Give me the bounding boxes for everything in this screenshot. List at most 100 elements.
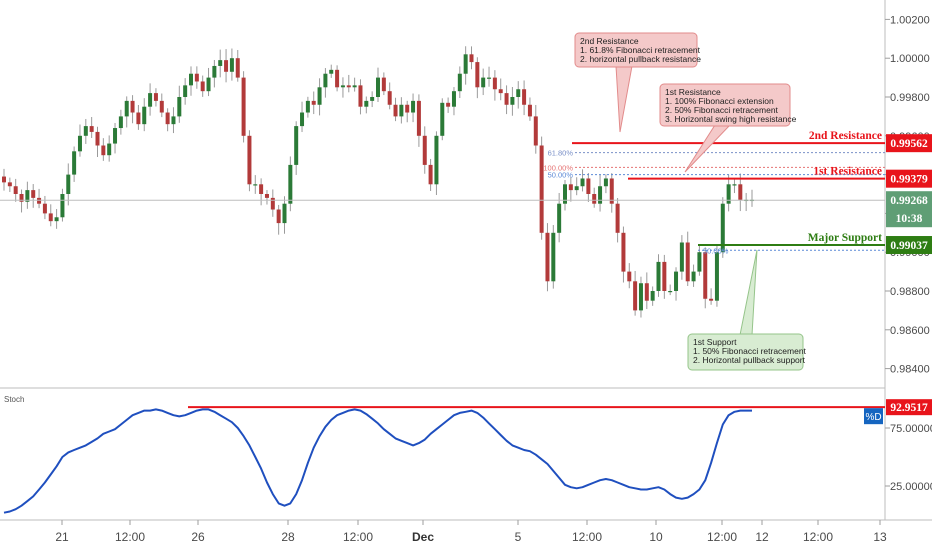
candle-body xyxy=(522,89,527,105)
candle-body xyxy=(446,102,451,107)
current-price-tag[interactable] xyxy=(886,191,932,228)
candle-body xyxy=(253,184,258,186)
candle-body xyxy=(48,213,53,222)
candle-body xyxy=(627,271,632,282)
candle-body xyxy=(276,209,281,224)
countdown-label: 10:38 xyxy=(896,213,923,225)
candle-body xyxy=(551,232,556,282)
level-price-label: 0.99562 xyxy=(890,138,928,150)
candle-body xyxy=(364,100,369,107)
candle-body xyxy=(300,112,305,127)
candle-body xyxy=(7,182,12,187)
candle-body xyxy=(183,85,188,97)
candle-body xyxy=(545,232,550,282)
candle-body xyxy=(703,252,708,299)
candle-body xyxy=(323,73,328,88)
candle-body xyxy=(77,135,82,152)
candle-body xyxy=(13,186,18,194)
candle-body xyxy=(720,203,725,253)
candle-body xyxy=(451,91,456,107)
candle-body xyxy=(615,203,620,233)
candle-body xyxy=(113,128,118,144)
level-name: 2nd Resistance xyxy=(809,130,882,142)
candle-body xyxy=(650,291,655,301)
callout-line: 1. 100% Fibonacci extension xyxy=(665,96,774,106)
candle-body xyxy=(574,186,579,191)
time-tick-label: 12 xyxy=(755,530,769,544)
level-price-label: 0.99379 xyxy=(890,174,928,186)
candle-body xyxy=(189,73,193,86)
time-tick-label: 13 xyxy=(873,530,887,544)
candle-body xyxy=(95,131,100,146)
price-tick-label: 0.98600 xyxy=(890,325,930,337)
candle-body xyxy=(732,184,737,186)
candle-body xyxy=(247,135,252,185)
candle-body xyxy=(358,85,363,107)
candle-body xyxy=(603,178,608,187)
candle-body xyxy=(329,69,334,74)
level-price-tag[interactable] xyxy=(886,134,932,153)
candle-body xyxy=(481,77,486,88)
candle-body xyxy=(533,116,538,146)
candle-body xyxy=(294,126,299,165)
candle-body xyxy=(235,58,240,78)
candle-body xyxy=(592,194,597,204)
candle-body xyxy=(335,69,340,88)
candle-body xyxy=(428,164,433,185)
candle-body xyxy=(107,143,112,156)
callout-box xyxy=(574,32,698,68)
candle-body xyxy=(212,65,217,78)
candle-body xyxy=(2,176,6,183)
candle-body xyxy=(457,73,462,92)
candle-body xyxy=(469,54,474,63)
candle-body xyxy=(136,112,141,125)
candle-body xyxy=(148,93,153,107)
candle-body xyxy=(609,178,614,204)
candle-body xyxy=(224,60,229,72)
candle-body xyxy=(726,184,731,204)
candle-body xyxy=(241,77,246,136)
candle-body xyxy=(492,77,497,90)
candle-body xyxy=(25,190,30,202)
candle-body xyxy=(393,104,398,117)
stoch-value-label: 92.9517 xyxy=(890,402,928,414)
candle-body xyxy=(118,116,123,129)
stoch-value-tag[interactable] xyxy=(886,399,932,416)
time-tick-label: 28 xyxy=(281,530,295,544)
level-price-tag[interactable] xyxy=(886,169,932,188)
candle-body xyxy=(317,87,322,105)
current-price-label: 0.99268 xyxy=(890,195,928,207)
candle-body xyxy=(66,174,71,194)
candle-body xyxy=(668,291,673,293)
candle-body xyxy=(124,100,129,117)
candle-body xyxy=(662,261,667,291)
time-tick-label: 12:00 xyxy=(572,530,602,544)
candle-body xyxy=(60,194,65,218)
candle-body xyxy=(83,126,88,136)
candle-body xyxy=(405,104,410,113)
candle-body xyxy=(440,102,445,136)
time-axis[interactable]: 21 12:00 26 28 12:00 Dec 5 12:00 10 12:00 12 12:00 1… xyxy=(55,520,887,544)
stochastic-pane: Stoch 75.00000 25.00000 92.9517 %D xyxy=(3,395,932,514)
candle-body xyxy=(54,217,59,222)
candle-body xyxy=(311,100,316,105)
candle-body xyxy=(434,135,439,185)
price-tick-label: 0.98800 xyxy=(890,286,930,298)
candle-body xyxy=(656,261,661,291)
level-price-tag[interactable] xyxy=(886,236,932,255)
candle-body xyxy=(568,184,573,191)
candle-body xyxy=(130,100,135,113)
candle-body xyxy=(101,145,106,156)
callout-box xyxy=(659,83,791,127)
series-tag-d[interactable] xyxy=(864,408,883,425)
candle-body xyxy=(685,242,690,282)
candle-body xyxy=(19,194,24,202)
candle-body xyxy=(142,106,147,125)
fib-label: 61.80% xyxy=(548,149,574,158)
candle-body xyxy=(475,62,480,88)
time-tick-label: 21 xyxy=(55,530,69,544)
time-tick-label: 12:00 xyxy=(343,530,373,544)
candle-body xyxy=(159,100,164,113)
